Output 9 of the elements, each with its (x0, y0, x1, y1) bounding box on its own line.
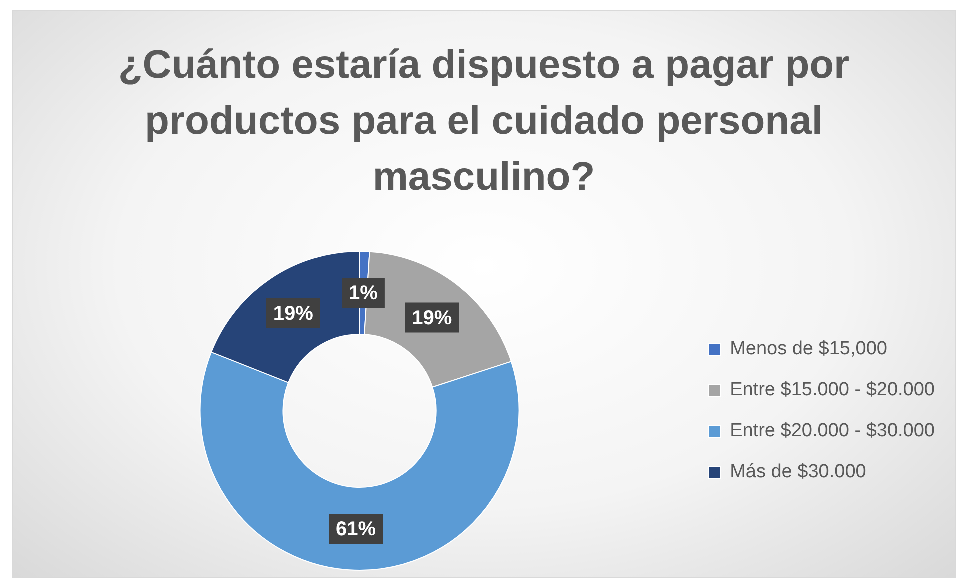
data-label: 61% (336, 518, 376, 540)
legend-label: Más de $30.000 (730, 462, 866, 483)
chart-title: ¿Cuánto estaría dispuesto a pagar por productos para el cuidado personal masculino? (117, 42, 851, 201)
legend-label: Entre $15.000 - $20.000 (730, 380, 935, 401)
legend-label: Entre $20.000 - $30.000 (730, 420, 935, 442)
legend-label: Menos de $15,000 (730, 338, 888, 360)
data-label: 1% (349, 282, 378, 305)
data-label: 19% (412, 307, 452, 330)
data-label: 19% (273, 302, 314, 325)
